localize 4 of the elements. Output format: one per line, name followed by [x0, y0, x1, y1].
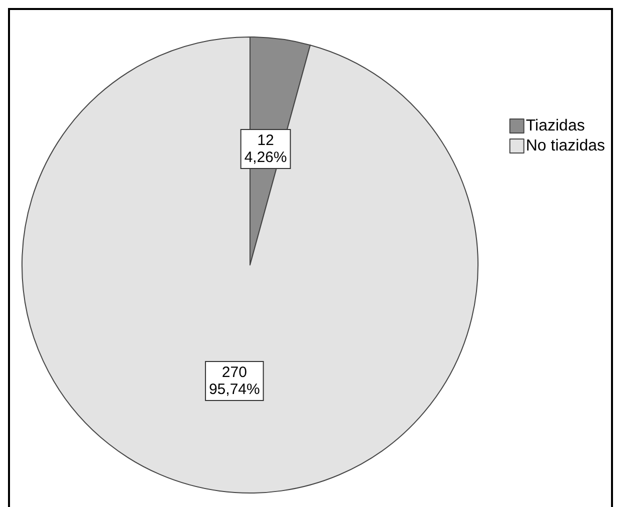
legend-label: Tiazidas — [526, 118, 585, 134]
data-label: 270 95,74% — [208, 364, 260, 398]
legend-label: No tiazidas — [526, 138, 606, 154]
data-label: 12 4,26% — [244, 132, 287, 166]
